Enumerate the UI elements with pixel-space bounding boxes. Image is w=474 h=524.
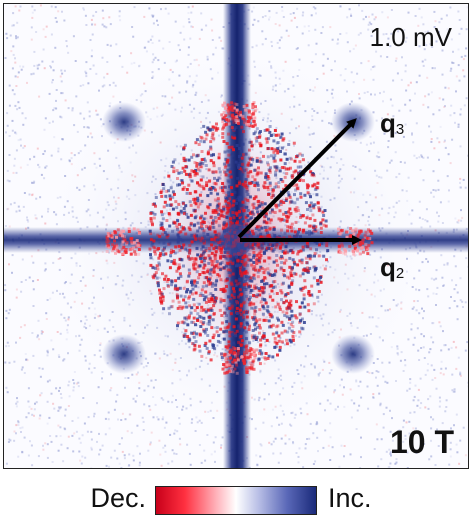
colorbar-legend: Dec. Inc.: [0, 478, 474, 522]
q2-label: q2: [380, 252, 404, 283]
magnetic-field-label: 10 T: [389, 424, 454, 460]
bias-voltage-label: 1.0 mV: [369, 22, 452, 52]
bragg-peak-lower-left: [102, 334, 146, 374]
fourier-transform-map: [4, 4, 468, 468]
bragg-peak-upper-left: [102, 102, 146, 142]
q2-subscript: 2: [395, 265, 405, 282]
q3-letter: q: [380, 108, 396, 138]
q3-subscript: 3: [395, 121, 405, 138]
colorbar-decrease-label: Dec.: [90, 483, 146, 513]
q3-label: q3: [380, 108, 404, 139]
conductance-map-panel: 1.0 mV q3 q2 10 T: [3, 3, 469, 469]
q2-letter: q: [380, 252, 396, 282]
colorbar-gradient: [155, 486, 317, 515]
bragg-peak-lower-right: [331, 334, 375, 374]
q3-arrow: [237, 118, 357, 239]
colorbar-increase-label: Inc.: [328, 483, 372, 513]
